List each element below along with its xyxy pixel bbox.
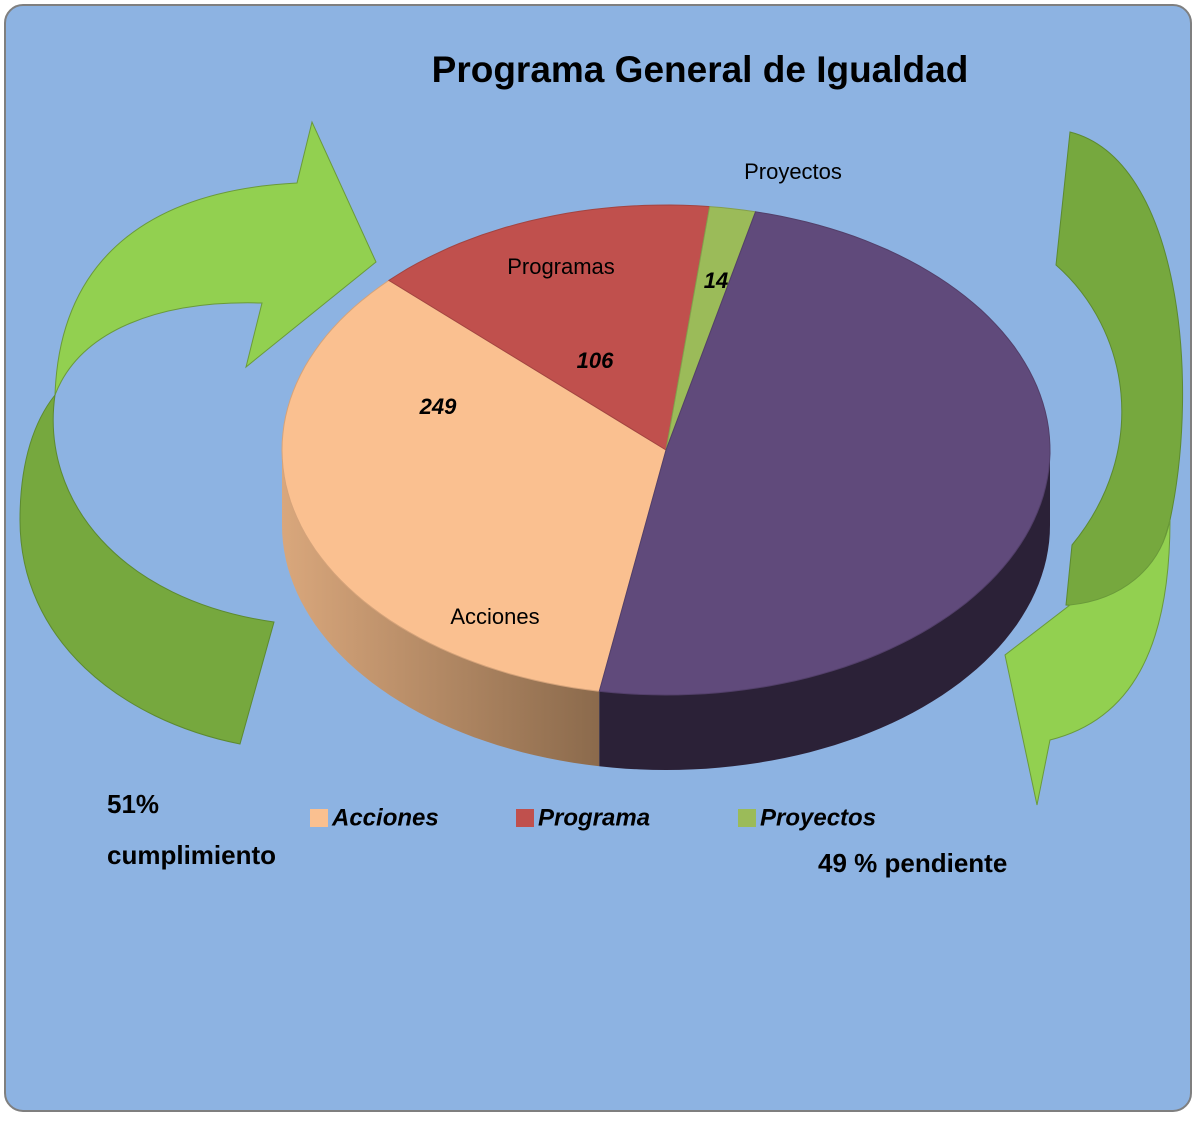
value-label: 14 (704, 268, 728, 293)
legend-label: Proyectos (760, 804, 876, 831)
pie: Acciones Programas Proyectos 249 106 14 (281, 159, 1051, 770)
slice-label: Acciones (450, 604, 539, 629)
legend-swatch (516, 809, 534, 827)
value-label: 106 (577, 348, 614, 373)
legend-label: Acciones (331, 804, 439, 831)
slice-label: Programas (507, 254, 615, 279)
legend: Acciones Programa Proyectos (310, 804, 876, 831)
arrow-left-bottom (19, 393, 275, 745)
annotation: 49 % pendiente (818, 848, 1007, 878)
pie-slice (387, 204, 711, 451)
pie-side (599, 450, 1050, 770)
slice-label: Proyectos (744, 159, 842, 184)
pie-slice (598, 211, 1051, 696)
legend-label: Programa (538, 804, 650, 831)
annotation: cumplimiento (107, 840, 276, 870)
arrow-right-bottom (1004, 519, 1171, 806)
annotation: 51% (107, 789, 159, 819)
legend-swatch (738, 809, 756, 827)
value-label: 249 (419, 394, 457, 419)
arrow-left-top (54, 120, 377, 396)
pie-slice (281, 279, 667, 692)
legend-swatch (310, 809, 328, 827)
chart-title: Programa General de Igualdad (432, 49, 969, 90)
pie-side (282, 450, 600, 767)
